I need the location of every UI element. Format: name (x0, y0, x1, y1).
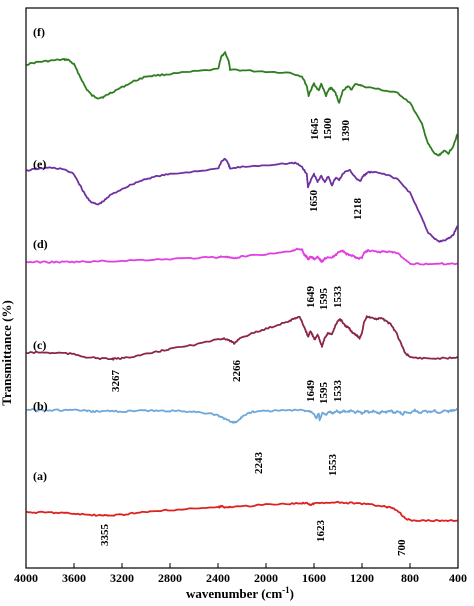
series-line-c (26, 315, 458, 361)
y-axis-title: Transmittance (%) (0, 300, 14, 406)
x-tick-label: 2400 (206, 571, 230, 585)
curve-labels: (f) (e) (d) (c) (b) (a) (33, 25, 48, 483)
peak-label: 1650 (308, 190, 320, 213)
x-tick-label: 1600 (302, 571, 326, 585)
series-name-b: (b) (33, 399, 48, 413)
series-name-d: (d) (33, 237, 48, 251)
x-tick-label: 3200 (110, 571, 134, 585)
x-tick-label: 3600 (62, 571, 86, 585)
series-name-f: (f) (33, 25, 45, 39)
series-line-f (26, 51, 459, 157)
x-tick-label: 1200 (350, 571, 374, 585)
x-tick-label: 2800 (158, 571, 182, 585)
series-line-d (26, 247, 458, 266)
peak-label: 3267 (110, 370, 122, 393)
peak-label: 1390 (340, 120, 352, 143)
peak-label: 1649 (305, 286, 317, 309)
series-name-a: (a) (33, 469, 47, 483)
peak-label: 1500 (322, 118, 334, 141)
x-axis-title-text: wavenumber (cm (186, 586, 282, 601)
series-line-a (26, 500, 458, 523)
series-line-e (26, 157, 459, 243)
x-axis-title-sup: -1 (282, 585, 290, 595)
x-axis: 4000 3600 3200 2800 2400 2000 1600 1200 800 400 (14, 563, 467, 585)
peak-label: 1595 (318, 382, 330, 405)
peak-label: 1553 (327, 454, 339, 477)
x-axis-title-close: ) (290, 586, 294, 601)
x-tick-label: 4000 (14, 571, 38, 585)
x-tick-label: 800 (401, 571, 419, 585)
spectra-curves (26, 51, 459, 523)
x-tick-label: 400 (449, 571, 467, 585)
peak-label: 1533 (332, 286, 344, 309)
peak-label: 2266 (231, 360, 243, 383)
peak-label: 3355 (99, 524, 111, 547)
series-name-e: (e) (33, 157, 46, 171)
peak-label: 1533 (332, 380, 344, 403)
plot-frame (25, 7, 459, 569)
x-axis-title: wavenumber (cm-1) (186, 585, 294, 601)
series-line-b (26, 408, 458, 424)
peak-label: 1623 (315, 520, 327, 543)
series-name-c: (c) (33, 338, 46, 352)
peak-label: 1595 (318, 288, 330, 311)
peak-label: 2243 (253, 452, 265, 475)
peak-label: 1218 (352, 198, 364, 221)
peak-label: 700 (396, 539, 408, 556)
plot-border (25, 7, 459, 569)
peak-label: 1649 (305, 380, 317, 403)
x-tick-label: 2000 (254, 571, 278, 585)
peak-label: 1645 (309, 118, 321, 141)
